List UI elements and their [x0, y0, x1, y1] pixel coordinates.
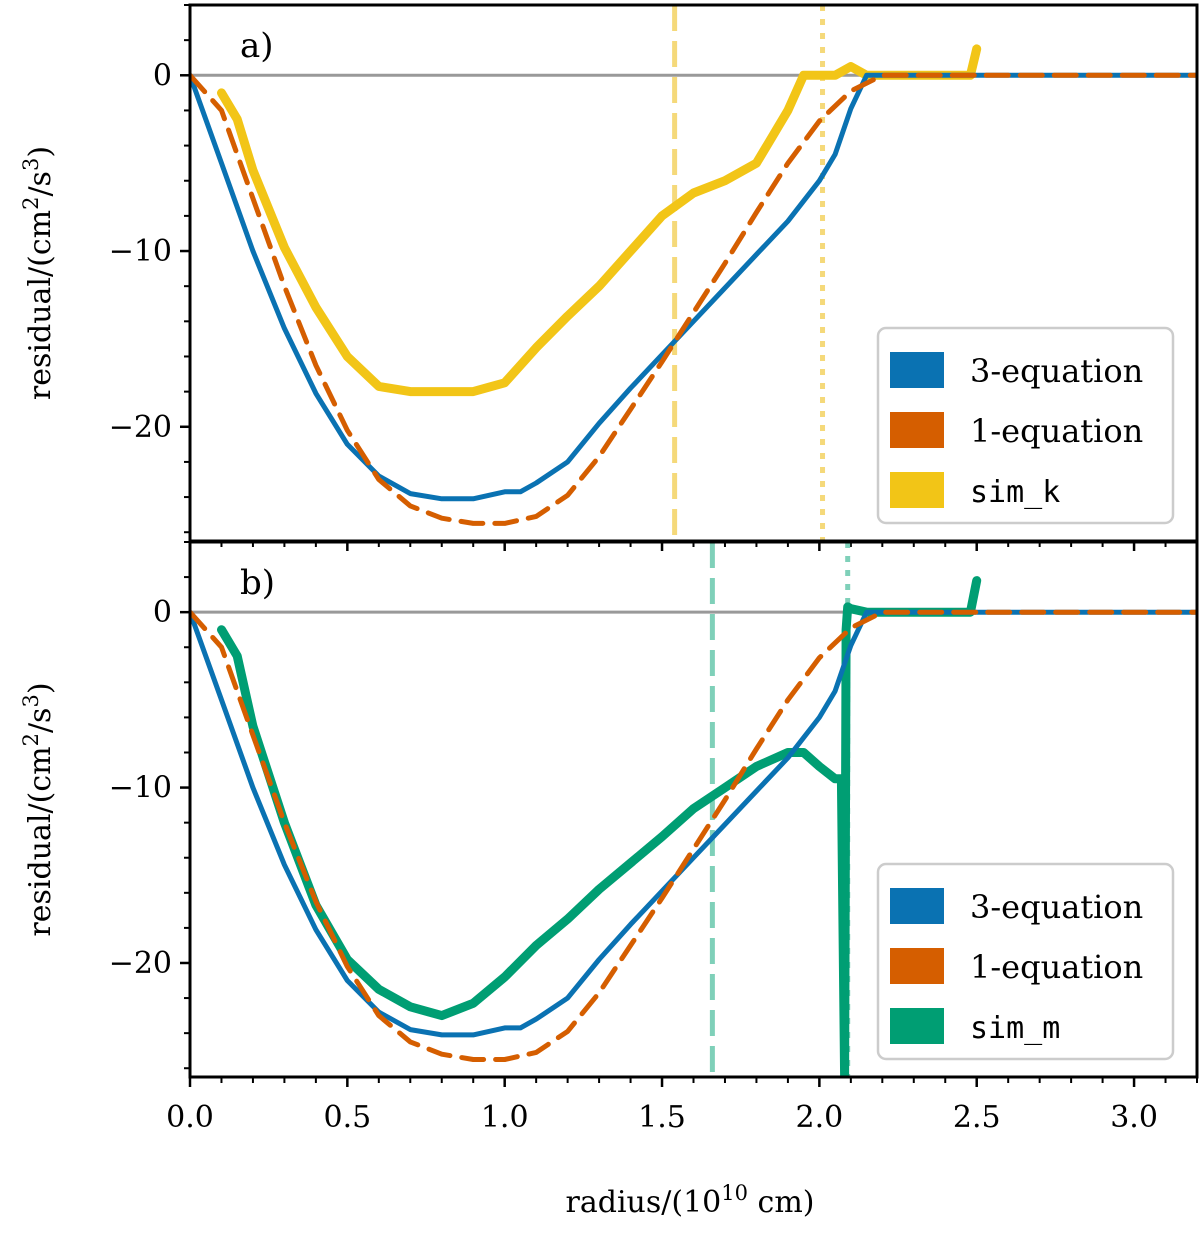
series-3-equation: [190, 72, 1197, 502]
legend-label: sim_m: [970, 1011, 1060, 1046]
x-tick-label: 1.0: [481, 1100, 529, 1135]
series-1-equation: [190, 72, 1197, 526]
panel-label: a): [240, 26, 274, 66]
legend-label: 1-equation: [970, 412, 1143, 450]
y-axis-title: residual/(cm2/s3): [19, 682, 58, 936]
y-tick-label: 0: [153, 595, 172, 630]
legend-box: [876, 326, 1175, 525]
legend-swatch: [890, 948, 944, 984]
x-tick-label: 3.0: [1110, 1100, 1158, 1135]
x-tick-label: 2.0: [796, 1100, 844, 1135]
legend-swatch: [890, 1008, 944, 1044]
legend-label: 1-equation: [970, 948, 1143, 986]
series-sim_m: [217, 576, 982, 1077]
legend-label: 3-equation: [970, 888, 1143, 926]
y-tick-label: 0: [153, 58, 172, 93]
x-tick-label: 0.5: [323, 1100, 371, 1135]
y-tick-label: −20: [109, 946, 172, 981]
x-axis-title-exponent: 10: [721, 1181, 748, 1205]
x-tick-label: 0.0: [166, 1100, 214, 1135]
series-1-equation: [190, 609, 1197, 1062]
x-axis-title: radius/(1010 cm): [566, 1181, 815, 1220]
y-tick-label: −10: [109, 771, 172, 806]
legend: 3-equation 1-equation sim_k: [876, 326, 1175, 525]
plot-area: [190, 5, 1197, 541]
x-axis-title-prefix: radius/(10: [566, 1185, 722, 1220]
panel-b: 0 −10 −20 0.0 0.5 1.0 1.5 2.0 2.5 3.0 b) residual/(…: [19, 540, 1199, 1135]
panel-a: 0 −10 −20 a) residual/(cm2/s3) 3-equation 1-eq…: [19, 3, 1199, 551]
series-sim_k: [217, 44, 982, 397]
legend-swatch: [890, 352, 944, 388]
x-tick-label: 2.5: [953, 1100, 1001, 1135]
series-3-equation: [190, 609, 1197, 1038]
legend-label: 3-equation: [970, 352, 1143, 390]
x-axis-title-suffix: cm): [748, 1185, 815, 1220]
legend-label: sim_k: [970, 475, 1060, 510]
legend-swatch: [890, 472, 944, 508]
legend: 3-equation 1-equation sim_m: [876, 862, 1175, 1061]
x-tick-label: 1.5: [638, 1100, 686, 1135]
y-tick-label: −10: [109, 234, 172, 269]
y-axis-title: residual/(cm2/s3): [19, 146, 58, 400]
legend-swatch: [890, 888, 944, 924]
y-tick-label: −20: [109, 410, 172, 445]
panel-label: b): [240, 563, 275, 603]
legend-box: [876, 862, 1175, 1061]
plot-area: [190, 542, 1197, 1077]
legend-swatch: [890, 412, 944, 448]
